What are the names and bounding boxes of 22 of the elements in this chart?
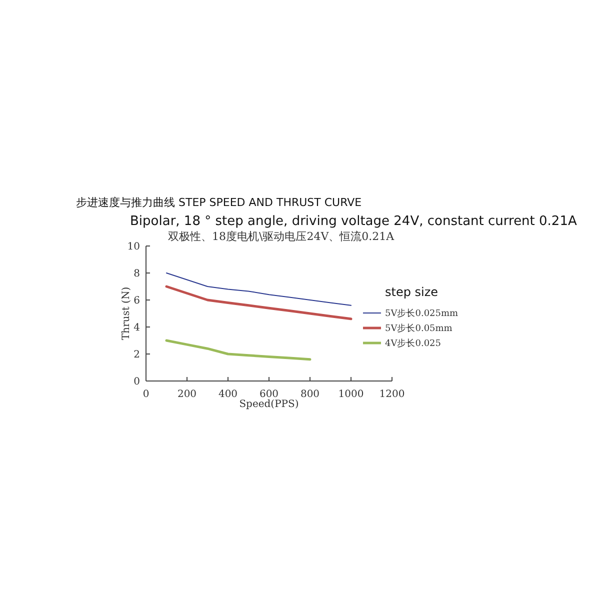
x-tick-label: 0 (142, 389, 150, 400)
x-axis-title: Speed(PPS) (239, 399, 299, 410)
x-tick-label: 1200 (379, 389, 405, 400)
x-tick-label: 400 (218, 389, 238, 400)
legend-title: step size (385, 285, 438, 299)
y-tick-label: 4 (134, 322, 140, 334)
legend-label: 5V步长0.05mm (385, 323, 453, 334)
x-tick-label: 1000 (338, 389, 364, 400)
legend-label: 4V步长0.025 (385, 338, 442, 349)
y-axis-title: Thrust (N) (121, 286, 132, 340)
chart-subtitle: Bipolar, 18 ° step angle, driving voltage 24V, constant current 0.21A (130, 214, 577, 229)
y-tick-label: 8 (134, 268, 140, 280)
x-tick-label: 800 (300, 389, 320, 400)
legend-label: 5V步长0.025mm (385, 308, 459, 319)
y-tick-label: 6 (134, 296, 140, 306)
x-tick-label: 600 (259, 389, 279, 400)
y-tick-label: 0 (134, 376, 140, 388)
y-tick-label: 10 (127, 242, 140, 252)
x-tick-label: 200 (177, 389, 197, 400)
chart-title: 步进速度与推力曲线 STEP SPEED AND THRUST CURVE (76, 196, 362, 209)
text: 双极性、18度电机\驱动电压24V、恒流0.21A (168, 230, 396, 243)
y-tick-label: 2 (134, 350, 140, 360)
